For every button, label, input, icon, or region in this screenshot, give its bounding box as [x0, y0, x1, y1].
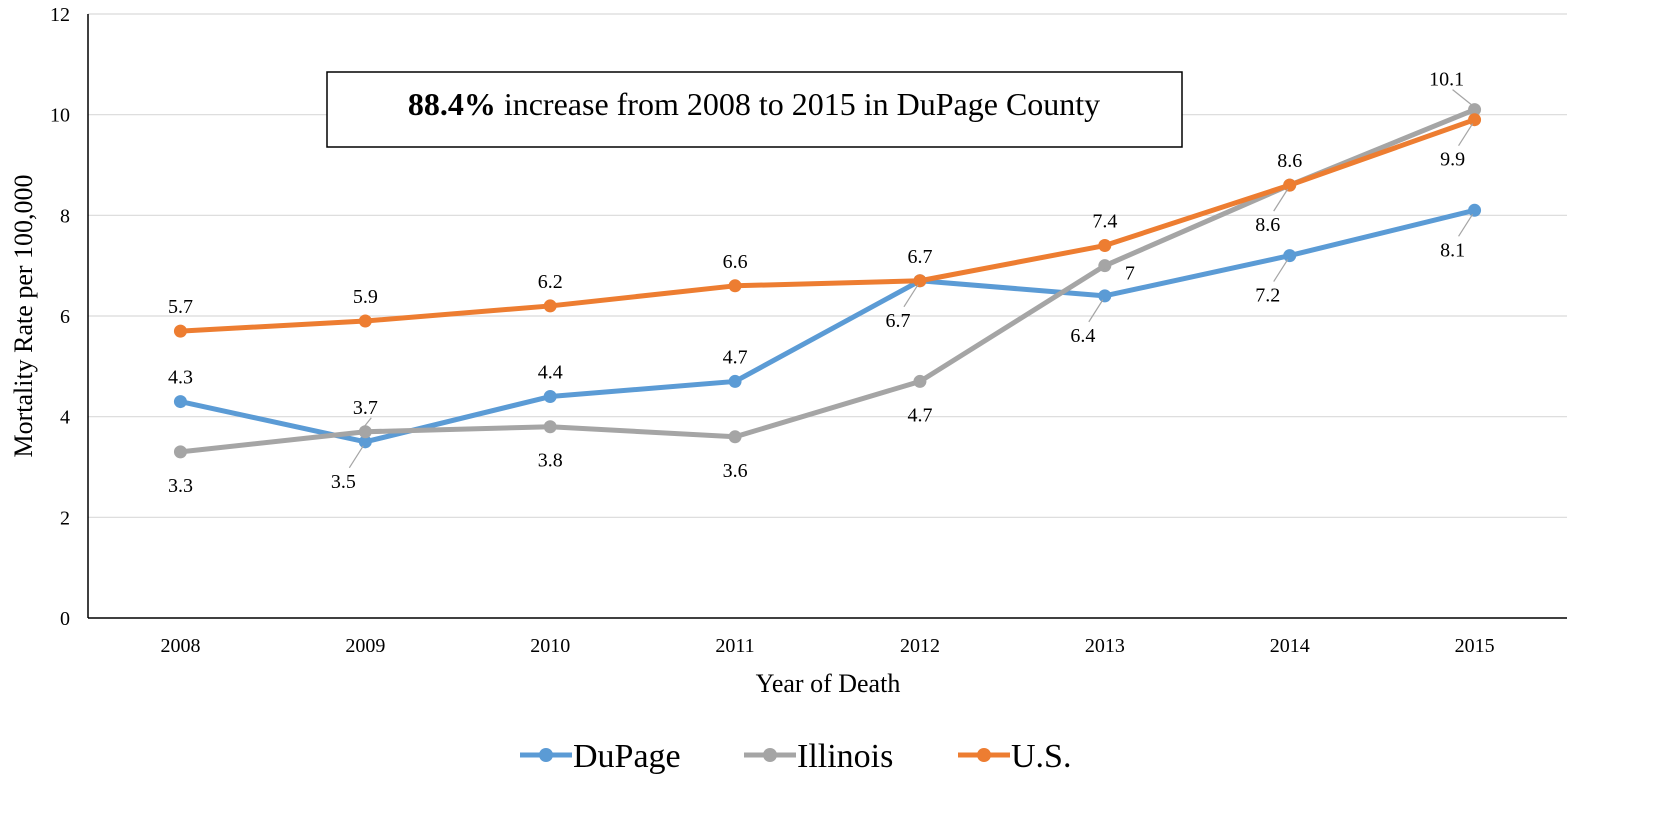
series-markers [173, 103, 1482, 459]
y-tick-label-0: 0 [60, 608, 70, 630]
legend-swatch-marker-us [977, 748, 991, 762]
marker-illinois-2011 [728, 430, 742, 444]
x-tick-label-2013: 2013 [1085, 635, 1125, 657]
legend-label-illinois: Illinois [797, 738, 893, 775]
legend-item-illinois: Illinois [744, 738, 893, 775]
marker-dupage-2011 [728, 374, 742, 388]
data-label-dupage-2009: 3.5 [331, 471, 356, 493]
data-label-dupage-2013: 6.4 [1070, 325, 1095, 347]
axes: 0 2 4 6 8 10 12 2008 2009 2010 2011 2012 2013 2014 201… [50, 4, 1567, 657]
data-label-illinois-2013: 7 [1125, 263, 1135, 285]
x-tick-label-2009: 2009 [345, 635, 385, 657]
x-tick-label-2011: 2011 [715, 635, 754, 657]
legend: DuPage Illinois U.S. [520, 738, 1071, 775]
data-label-us-2010: 6.2 [538, 271, 563, 293]
y-tick-label-12: 12 [50, 4, 70, 26]
y-axis-title: Mortality Rate per 100,000 [9, 174, 38, 457]
marker-dupage-2009 [358, 435, 372, 449]
data-label-us-2015: 9.9 [1440, 149, 1465, 171]
marker-illinois-2009 [358, 425, 372, 439]
x-tick-label-2015: 2015 [1455, 635, 1495, 657]
leader-line-us-2015 [1458, 123, 1474, 147]
leader-line-illinois-2013 [1100, 259, 1124, 271]
leader-line-dupage-2014 [1273, 259, 1289, 282]
annotation-text: 88.4% increase from 2008 to 2015 in DuPa… [408, 86, 1100, 122]
leader-line-illinois-2015 [1452, 89, 1473, 107]
legend-swatch-marker-dupage [539, 748, 553, 762]
marker-illinois-2010 [543, 420, 557, 434]
annotation-rest: increase from 2008 to 2015 in DuPage Cou… [496, 86, 1100, 122]
marker-us-2015 [1468, 113, 1482, 127]
marker-dupage-2015 [1468, 203, 1482, 217]
x-tick-label-2014: 2014 [1270, 635, 1310, 657]
legend-label-dupage: DuPage [573, 738, 681, 775]
data-label-us-2012: 6.7 [907, 246, 932, 268]
legend-swatch-marker-illinois [763, 748, 777, 762]
marker-us-2012 [913, 274, 927, 288]
marker-illinois-2012 [913, 374, 927, 388]
annotation-box: 88.4% increase from 2008 to 2015 in DuPa… [326, 71, 1183, 148]
marker-us-2014 [1283, 178, 1297, 192]
data-label-dupage-2010: 4.4 [538, 362, 563, 384]
legend-item-us: U.S. [958, 738, 1071, 775]
marker-dupage-2010 [543, 390, 557, 404]
leader-line-dupage-2015 [1458, 213, 1474, 237]
series-lines [177, 107, 1478, 455]
marker-dupage-2014 [1283, 249, 1297, 263]
y-tick-label-2: 2 [60, 507, 70, 529]
legend-label-us: U.S. [1011, 738, 1071, 775]
data-label-illinois-2014: 8.6 [1255, 214, 1280, 236]
marker-illinois-2015 [1468, 103, 1482, 117]
y-tick-label-8: 8 [60, 205, 70, 227]
marker-us-2009 [358, 314, 372, 328]
y-tick-label-6: 6 [60, 306, 70, 328]
x-tick-label-2012: 2012 [900, 635, 940, 657]
marker-dupage-2013 [1098, 289, 1112, 303]
annotation-border [326, 71, 1183, 148]
leader-line-dupage-2012 [903, 284, 919, 308]
marker-dupage-2008 [173, 395, 187, 409]
leader-line-illinois-2014 [1273, 188, 1289, 212]
data-labels: 4.3 3.5 4.4 4.7 6.7 6.4 7.2 8.1 3.3 3.7 3.8 3.6 4.7 7… [168, 69, 1474, 497]
data-label-illinois-2015: 10.1 [1429, 69, 1464, 91]
leader-line-dupage-2013 [1088, 299, 1104, 323]
marker-us-2008 [173, 324, 187, 338]
marker-us-2013 [1098, 239, 1112, 253]
data-label-dupage-2012: 6.7 [885, 310, 910, 332]
marker-us-2011 [728, 279, 742, 293]
data-label-illinois-2008: 3.3 [168, 475, 193, 497]
data-label-us-2014: 8.6 [1277, 150, 1302, 172]
annotation-bold: 88.4% [408, 86, 496, 122]
x-axis-title: Year of Death [756, 669, 901, 698]
data-label-illinois-2009: 3.7 [353, 397, 378, 419]
marker-us-2010 [543, 299, 557, 313]
legend-item-dupage: DuPage [520, 738, 681, 775]
leader-line-dupage-2009 [348, 445, 364, 469]
x-tick-label-2010: 2010 [530, 635, 570, 657]
data-label-us-2011: 6.6 [723, 251, 748, 273]
data-label-dupage-2011: 4.7 [723, 346, 748, 368]
data-label-illinois-2010: 3.8 [538, 450, 563, 472]
series-line-illinois [177, 107, 1478, 455]
data-label-illinois-2012: 4.7 [907, 404, 932, 426]
data-label-illinois-2011: 3.6 [723, 460, 748, 482]
data-label-us-2008: 5.7 [168, 296, 193, 318]
y-tick-label-10: 10 [50, 105, 70, 127]
data-label-dupage-2014: 7.2 [1255, 285, 1280, 307]
data-label-dupage-2015: 8.1 [1440, 239, 1465, 261]
y-tick-label-4: 4 [60, 407, 70, 429]
data-label-us-2013: 7.4 [1092, 211, 1117, 233]
data-label-us-2009: 5.9 [353, 286, 378, 308]
x-tick-label-2008: 2008 [160, 635, 200, 657]
series-line-dupage [177, 207, 1478, 445]
data-label-dupage-2008: 4.3 [168, 367, 193, 389]
marker-illinois-2008 [173, 445, 187, 459]
leader-line-illinois-2009 [362, 417, 372, 429]
series-line-us [177, 117, 1478, 334]
